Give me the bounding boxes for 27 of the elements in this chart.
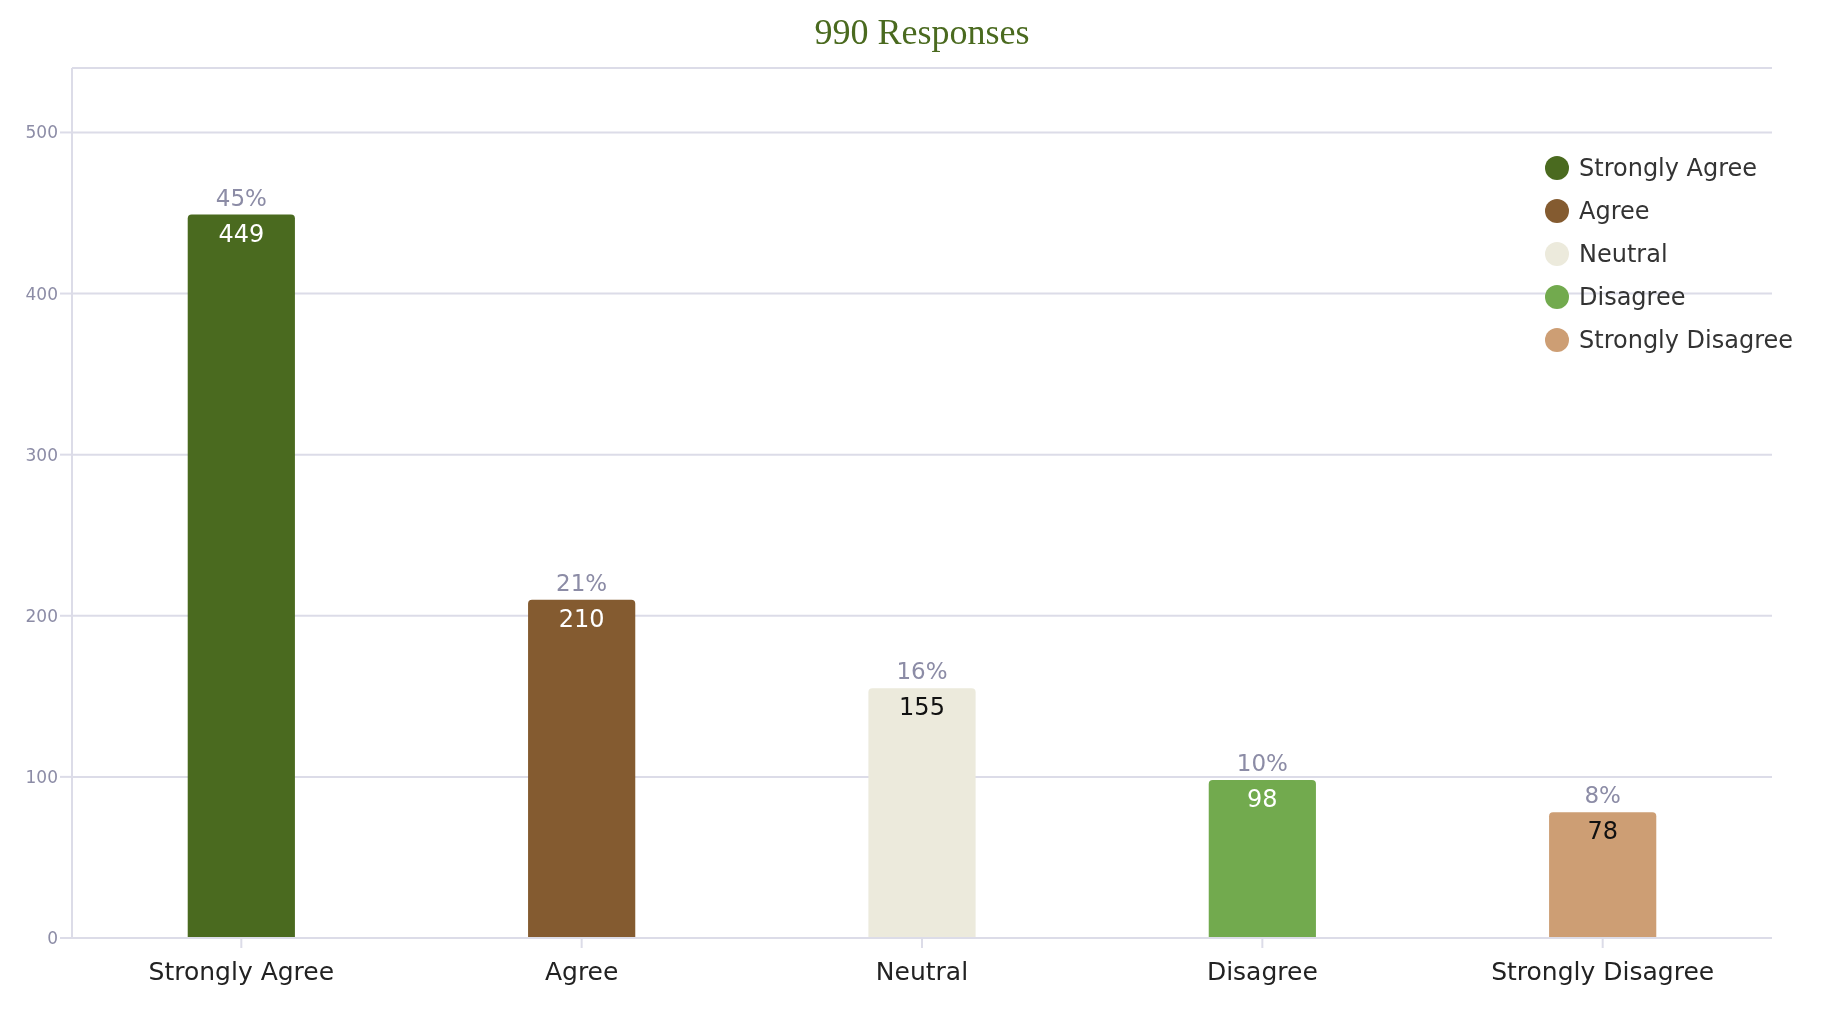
y-tick-label: 0: [47, 928, 58, 948]
annotation: 21%: [556, 569, 608, 596]
data-label: 449: [218, 219, 265, 248]
y-tick-label: 300: [25, 444, 58, 465]
annotation: 16%: [896, 658, 948, 685]
x-tick-label: Neutral: [875, 957, 969, 986]
x-tick-label: Disagree: [1206, 957, 1318, 986]
chart-title: 990 Responses: [814, 12, 1030, 52]
data-label: 210: [558, 604, 605, 633]
legend-label: Neutral: [1579, 240, 1668, 268]
annotation: 10%: [1236, 750, 1288, 777]
legend-label: Agree: [1579, 197, 1650, 225]
y-tick-label: 200: [25, 605, 58, 626]
x-tick-label: Agree: [544, 957, 619, 986]
annotation: 8%: [1584, 782, 1621, 809]
annotation: 45%: [215, 184, 267, 211]
y-tick-label: 100: [25, 766, 58, 787]
x-tick-label: Strongly Disagree: [1491, 957, 1715, 986]
data-label: 155: [899, 693, 945, 722]
y-tick-label: 500: [25, 122, 58, 143]
legend-label: Disagree: [1579, 283, 1686, 311]
data-label: 78: [1587, 817, 1618, 846]
data-label: 98: [1247, 785, 1278, 814]
y-tick-label: 400: [25, 283, 58, 304]
legend-label: Strongly Agree: [1579, 154, 1758, 182]
legend-label: Strongly Disagree: [1579, 326, 1794, 354]
x-tick-label: Strongly Agree: [148, 957, 335, 986]
